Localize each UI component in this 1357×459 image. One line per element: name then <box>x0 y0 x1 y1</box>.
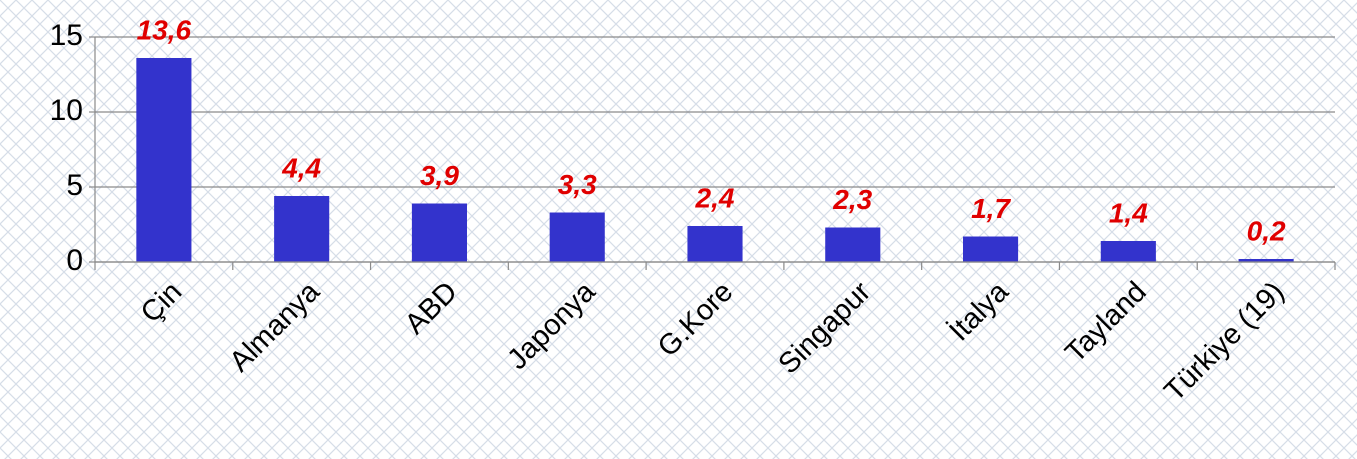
bar <box>963 236 1019 262</box>
bar <box>411 203 467 262</box>
data-label: 1,4 <box>1109 197 1148 228</box>
bar <box>825 227 881 262</box>
bar <box>549 212 605 262</box>
data-label: 2,4 <box>695 182 735 213</box>
y-tick-label: 0 <box>66 244 83 277</box>
y-tick-label: 10 <box>50 94 83 127</box>
data-label: 4,4 <box>281 152 321 183</box>
bar <box>136 58 192 262</box>
bar <box>1238 259 1294 262</box>
data-label: 2,3 <box>832 184 872 215</box>
data-label: 3,3 <box>558 169 597 200</box>
bar <box>274 196 330 262</box>
bar <box>1100 241 1156 262</box>
y-tick-label: 15 <box>50 19 83 52</box>
data-label: 0,2 <box>1247 215 1286 246</box>
y-tick-label: 5 <box>66 169 83 202</box>
bar <box>687 226 743 262</box>
data-label: 13,6 <box>137 14 192 45</box>
data-label: 1,7 <box>971 193 1011 224</box>
data-label: 3,9 <box>420 160 459 191</box>
